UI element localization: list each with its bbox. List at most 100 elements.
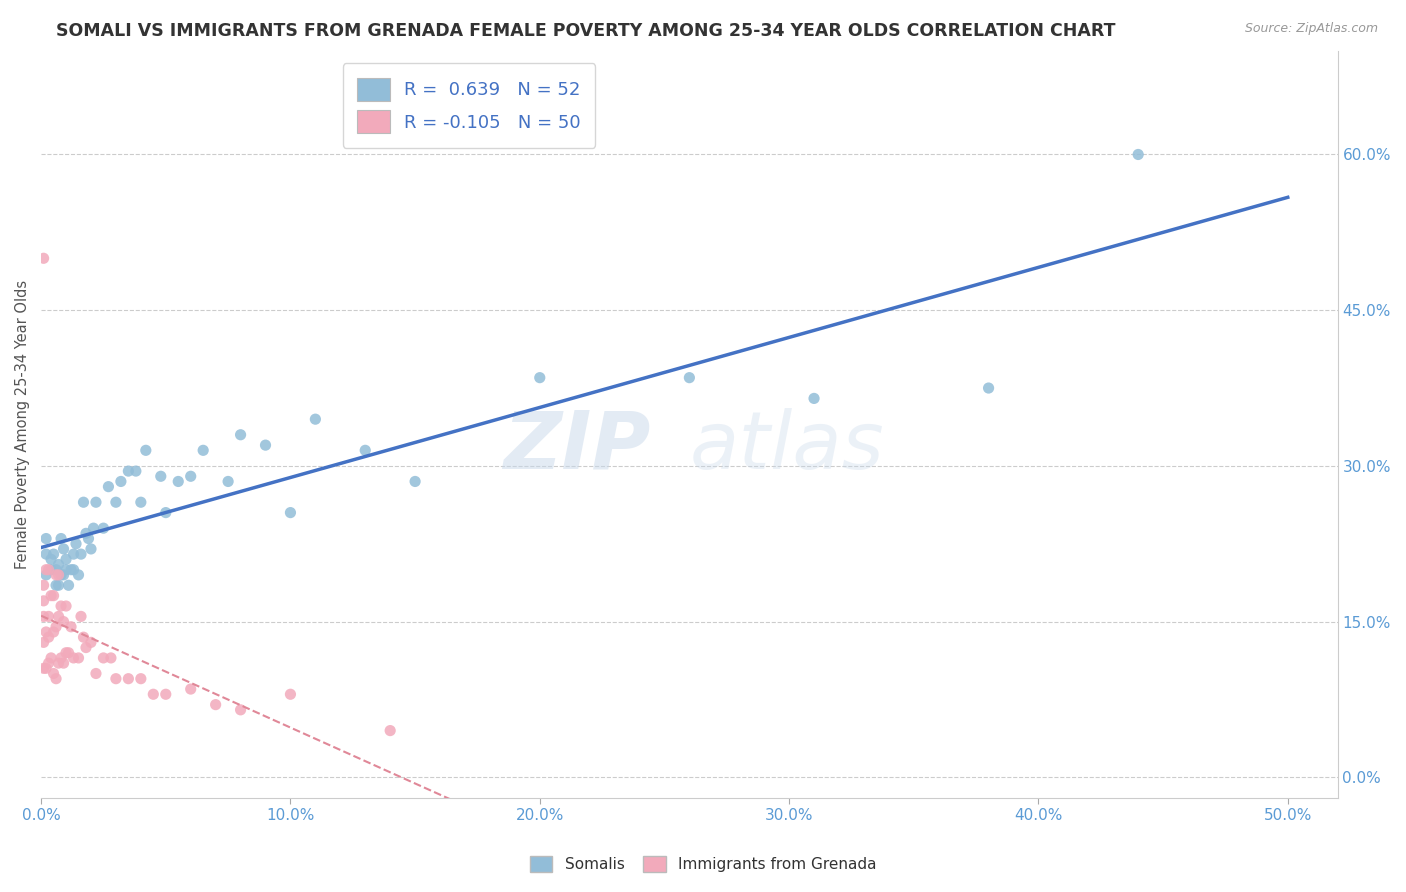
- Point: [35, 567, 58, 582]
- Point: [100, 651, 122, 665]
- Text: Source: ZipAtlas.com: Source: ZipAtlas.com: [1244, 22, 1378, 36]
- Point: [48, 609, 70, 624]
- Point: [77, 532, 100, 546]
- Y-axis label: Female Poverty Among 25-34 Year Olds: Female Poverty Among 25-34 Year Olds: [15, 280, 30, 569]
- Point: [117, 672, 139, 686]
- Point: [65, 537, 87, 551]
- Point: [35, 624, 58, 639]
- Point: [48, 656, 70, 670]
- Point: [49, 567, 72, 582]
- Point: [39, 651, 62, 665]
- Point: [32, 578, 55, 592]
- Point: [93, 651, 115, 665]
- Point: [180, 681, 202, 696]
- Point: [38, 609, 60, 624]
- Point: [180, 469, 202, 483]
- Point: [217, 475, 239, 489]
- Point: [35, 661, 58, 675]
- Point: [38, 656, 60, 670]
- Point: [39, 552, 62, 566]
- Point: [304, 412, 326, 426]
- Point: [72, 495, 94, 509]
- Point: [32, 594, 55, 608]
- Point: [38, 630, 60, 644]
- Point: [52, 615, 75, 629]
- Point: [70, 609, 93, 624]
- Point: [35, 532, 58, 546]
- Point: [80, 541, 103, 556]
- Text: SOMALI VS IMMIGRANTS FROM GRENADA FEMALE POVERTY AMONG 25-34 YEAR OLDS CORRELATI: SOMALI VS IMMIGRANTS FROM GRENADA FEMALE…: [56, 22, 1116, 40]
- Point: [45, 567, 67, 582]
- Point: [380, 723, 402, 738]
- Point: [529, 370, 551, 384]
- Point: [60, 620, 83, 634]
- Point: [67, 651, 90, 665]
- Point: [72, 630, 94, 644]
- Point: [35, 547, 58, 561]
- Point: [39, 563, 62, 577]
- Point: [129, 495, 152, 509]
- Point: [45, 672, 67, 686]
- Point: [55, 599, 77, 613]
- Point: [404, 475, 426, 489]
- Point: [354, 443, 377, 458]
- Point: [49, 532, 72, 546]
- Point: [45, 563, 67, 577]
- Point: [45, 578, 67, 592]
- Point: [82, 521, 104, 535]
- Legend: R =  0.639   N = 52, R = -0.105   N = 50: R = 0.639 N = 52, R = -0.105 N = 50: [343, 63, 595, 148]
- Point: [155, 506, 177, 520]
- Point: [204, 698, 226, 712]
- Point: [55, 646, 77, 660]
- Point: [52, 656, 75, 670]
- Point: [39, 589, 62, 603]
- Point: [977, 381, 1000, 395]
- Point: [110, 475, 132, 489]
- Point: [117, 464, 139, 478]
- Point: [32, 635, 55, 649]
- Point: [60, 563, 83, 577]
- Point: [104, 495, 127, 509]
- Point: [32, 661, 55, 675]
- Point: [254, 438, 277, 452]
- Point: [97, 480, 120, 494]
- Point: [42, 589, 65, 603]
- Point: [280, 687, 302, 701]
- Point: [62, 547, 84, 561]
- Point: [32, 609, 55, 624]
- Point: [75, 526, 97, 541]
- Point: [32, 252, 55, 266]
- Point: [52, 541, 75, 556]
- Point: [1128, 147, 1150, 161]
- Point: [803, 392, 825, 406]
- Point: [193, 443, 215, 458]
- Point: [48, 567, 70, 582]
- Point: [129, 672, 152, 686]
- Point: [104, 672, 127, 686]
- Point: [229, 703, 252, 717]
- Point: [38, 563, 60, 577]
- Point: [62, 563, 84, 577]
- Point: [42, 547, 65, 561]
- Point: [48, 578, 70, 592]
- Point: [84, 495, 107, 509]
- Point: [35, 563, 58, 577]
- Point: [135, 443, 157, 458]
- Point: [42, 624, 65, 639]
- Point: [142, 687, 165, 701]
- Point: [52, 567, 75, 582]
- Text: ZIP: ZIP: [503, 408, 651, 486]
- Point: [67, 567, 90, 582]
- Point: [62, 651, 84, 665]
- Point: [229, 427, 252, 442]
- Point: [48, 558, 70, 572]
- Point: [45, 620, 67, 634]
- Point: [49, 599, 72, 613]
- Point: [280, 506, 302, 520]
- Point: [167, 475, 190, 489]
- Point: [93, 521, 115, 535]
- Point: [70, 547, 93, 561]
- Point: [75, 640, 97, 655]
- Legend: Somalis, Immigrants from Grenada: Somalis, Immigrants from Grenada: [522, 848, 884, 880]
- Point: [58, 646, 80, 660]
